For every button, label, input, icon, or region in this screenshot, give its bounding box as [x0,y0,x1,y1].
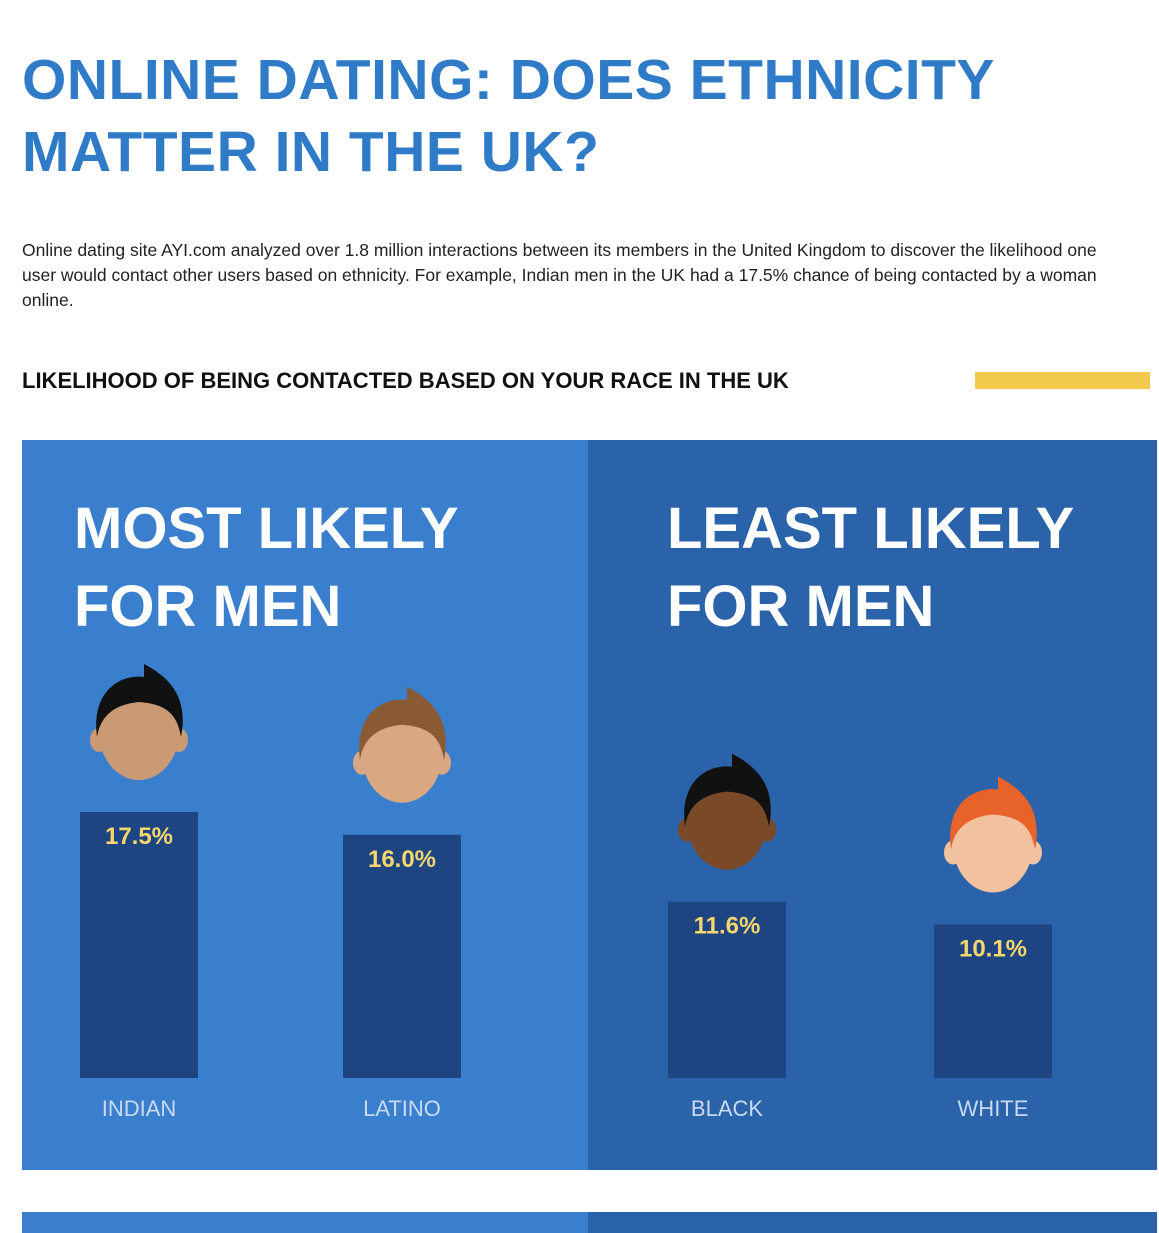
title: ONLINE DATING: DOES ETHNICITY MATTER IN … [22,48,994,184]
face [99,684,179,780]
section-title: LIKELIHOOD OF BEING CONTACTED BASED ON Y… [22,368,789,393]
intro: Online dating site AYI.com analyzed over… [22,240,1097,310]
chart: 17.5% INDIAN 16.0% LATINO 11.6% BLACK 10.1% WHI… [22,440,1157,1233]
accent-rule [975,372,1150,389]
value-label: 17.5% [105,823,173,850]
category-label: BLACK [691,1096,763,1121]
hair [359,686,446,760]
category-label: INDIAN [102,1096,177,1121]
hair [96,664,183,737]
face [953,796,1033,893]
face [687,773,767,870]
value-label: 11.6% [694,913,761,940]
panel [22,1212,588,1233]
bar [80,812,198,1078]
value-label: 16.0% [368,846,436,873]
panel [588,1212,1157,1233]
bar [668,901,786,1078]
value-label: 10.1% [959,935,1027,962]
panel-title: LEAST LIKELY FOR MEN [667,496,1074,639]
face [362,706,442,803]
panel-title: MOST LIKELY FOR MEN [74,496,458,639]
hair [684,753,771,827]
hair [950,776,1037,850]
bar [934,924,1052,1078]
bar [343,834,461,1078]
category-label: LATINO [363,1096,441,1121]
category-label: WHITE [958,1096,1029,1121]
